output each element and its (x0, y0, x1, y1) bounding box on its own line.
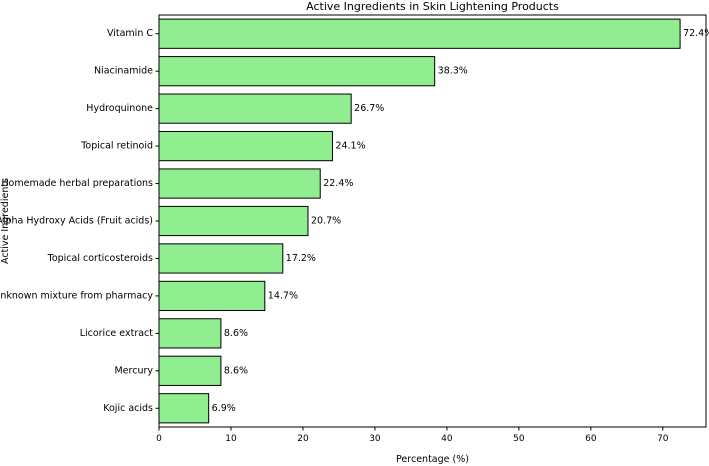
category-label: Topical corticosteroids (47, 253, 153, 264)
category-label: unknown mixture from pharmacy (0, 290, 153, 301)
x-tick-label: 10 (225, 434, 237, 444)
bar (158, 243, 284, 274)
x-tick-label: 20 (297, 434, 309, 444)
data-label: 14.7% (268, 290, 298, 301)
category-label: Homemade herbal preparations (1, 178, 153, 189)
y-axis-label: Active Ingredients (0, 178, 11, 264)
data-label: 24.1% (335, 141, 365, 152)
category-label: Kojic acids (103, 403, 153, 414)
bars-group (158, 18, 681, 424)
category-label: Alpha Hydroxy Acids (Fruit acids) (0, 216, 153, 227)
plot-frame (158, 14, 707, 428)
bar (158, 393, 210, 424)
category-label: Mercury (114, 365, 153, 376)
bar (158, 280, 266, 312)
data-label: 6.9% (212, 403, 236, 414)
bar (158, 18, 681, 49)
bar (158, 355, 222, 386)
category-label: Vitamin C (107, 28, 153, 39)
category-label: Topical retinoid (80, 141, 153, 152)
data-label: 26.7% (354, 103, 384, 114)
bar (158, 205, 309, 237)
bar (158, 130, 333, 162)
category-label: Niacinamide (94, 66, 153, 77)
x-ticks: 0 10 20 30 40 50 60 70 (156, 427, 669, 444)
bar (158, 168, 321, 199)
x-tick-label: 40 (441, 434, 453, 444)
bar (158, 93, 352, 124)
category-label: Licorice extract (80, 328, 154, 339)
data-label: 8.6% (224, 365, 248, 376)
data-label: 22.4% (323, 178, 353, 189)
category-label: Hydroquinone (86, 103, 153, 114)
x-tick-label: 30 (369, 434, 381, 444)
chart-title: Active Ingredients in Skin Lightening Pr… (306, 0, 559, 13)
data-label: 72.4% (683, 28, 709, 39)
x-tick-label: 0 (156, 434, 162, 444)
data-label: 8.6% (224, 328, 248, 339)
data-label: 20.7% (311, 216, 341, 227)
category-labels: Vitamin C Niacinamide Hydroquinone Topical … (0, 28, 159, 414)
data-label: 38.3% (438, 66, 468, 77)
x-tick-label: 50 (513, 434, 525, 444)
data-label: 17.2% (286, 253, 316, 264)
x-tick-label: 70 (657, 434, 669, 444)
x-axis-label: Percentage (%) (396, 454, 469, 465)
bar (158, 56, 436, 87)
x-tick-label: 60 (585, 434, 597, 444)
data-labels: 72.4% 38.3% 26.7% 24.1% 22.4% 20.7% 17.2% 14.7%… (212, 28, 709, 414)
bar (158, 318, 222, 349)
